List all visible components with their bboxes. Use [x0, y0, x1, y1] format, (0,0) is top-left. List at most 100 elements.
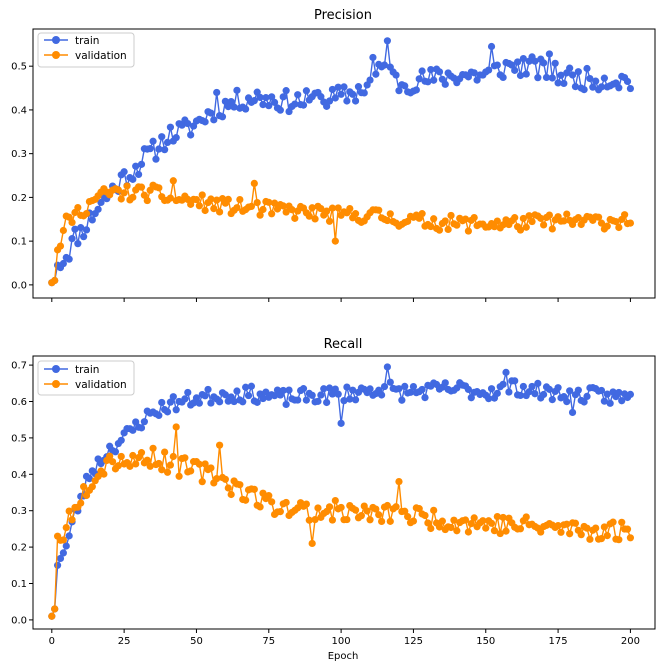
train-point	[580, 85, 588, 94]
train-point	[418, 67, 426, 75]
validation-point	[493, 512, 501, 521]
train-point	[398, 396, 406, 404]
train-point	[256, 93, 264, 102]
train-point	[545, 385, 554, 393]
y-tick-label-0: 0.0	[11, 615, 27, 626]
train-point	[294, 396, 302, 404]
train-point	[155, 411, 163, 420]
validation-point	[308, 539, 316, 548]
train-point	[218, 113, 227, 121]
train-point	[213, 88, 221, 97]
validation-point	[137, 183, 146, 191]
train-point	[216, 398, 224, 406]
train-point	[528, 382, 536, 391]
validation-point	[143, 196, 151, 205]
validation-point	[409, 517, 418, 525]
y-tick-label-3: 0.3	[11, 149, 27, 160]
validation-point	[62, 524, 70, 532]
train-point	[181, 395, 189, 403]
validation-point	[395, 477, 403, 486]
train-point	[325, 97, 334, 105]
train-point	[568, 408, 577, 417]
train-point	[545, 50, 554, 58]
validation-point	[583, 524, 591, 532]
validation-point	[563, 210, 571, 218]
validation-point	[114, 462, 122, 470]
train-point	[137, 160, 146, 168]
validation-point	[615, 223, 623, 232]
validation-point	[198, 478, 206, 486]
train-point	[184, 388, 192, 397]
validation-point	[623, 525, 632, 533]
train-point	[149, 137, 157, 145]
validation-point	[566, 530, 574, 538]
train-point	[366, 76, 374, 84]
train-point	[380, 61, 389, 69]
train-point	[279, 93, 287, 101]
train-point	[623, 77, 632, 86]
train-point	[600, 74, 608, 82]
train-point	[65, 255, 73, 263]
validation-point	[224, 484, 232, 492]
train-point	[499, 380, 507, 388]
validation-point	[496, 529, 504, 538]
precision-legend-validation-marker	[52, 51, 60, 59]
train-point	[155, 145, 163, 153]
validation-point	[169, 452, 177, 461]
train-point	[77, 224, 85, 232]
train-point	[129, 175, 137, 183]
validation-point	[276, 508, 284, 516]
validation-point	[129, 451, 137, 460]
precision-legend: train validation	[37, 32, 135, 68]
validation-point	[161, 448, 169, 456]
train-point	[259, 101, 267, 109]
validation-point	[250, 179, 258, 187]
train-point	[282, 400, 290, 409]
validation-point	[51, 605, 59, 613]
train-point	[383, 37, 391, 45]
validation-point	[375, 511, 383, 519]
validation-point	[464, 528, 472, 536]
validation-point	[493, 217, 501, 225]
validation-point	[149, 444, 157, 452]
train-point	[207, 399, 215, 407]
validation-point	[597, 535, 606, 543]
precision-title: Precision	[314, 8, 372, 23]
validation-point	[346, 205, 354, 213]
validation-point	[453, 221, 461, 229]
y-tick-label-1: 0.1	[11, 579, 27, 590]
train-point	[540, 59, 548, 67]
validation-point	[265, 492, 273, 500]
train-point	[253, 398, 261, 406]
validation-point	[603, 222, 611, 230]
validation-point	[418, 210, 426, 218]
validation-point	[216, 441, 224, 449]
validation-point	[537, 214, 545, 222]
recall-legend-train-marker	[52, 365, 60, 373]
validation-point	[386, 517, 394, 525]
train-point	[221, 97, 229, 105]
validation-point	[236, 195, 244, 204]
validation-point	[305, 516, 313, 524]
validation-point	[140, 191, 148, 199]
train-point	[464, 385, 472, 394]
recall-plot-area: 0 25 50 75 100 125 150 175 200 0.0 0.1 0.2 0.3 0.4 0.5…	[11, 361, 640, 647]
validation-point	[132, 460, 140, 468]
validation-point	[378, 517, 386, 526]
train-point	[285, 386, 293, 394]
validation-point	[59, 226, 67, 235]
train-point	[230, 397, 238, 406]
validation-point	[311, 516, 319, 524]
validation-point	[427, 222, 435, 231]
train-point	[551, 59, 559, 67]
train-point	[291, 100, 299, 108]
train-point	[163, 408, 172, 416]
train-point	[247, 382, 256, 390]
validation-point	[195, 460, 203, 468]
train-point	[349, 386, 357, 394]
train-point	[268, 93, 276, 101]
validation-point	[502, 527, 510, 535]
validation-point	[597, 219, 606, 227]
